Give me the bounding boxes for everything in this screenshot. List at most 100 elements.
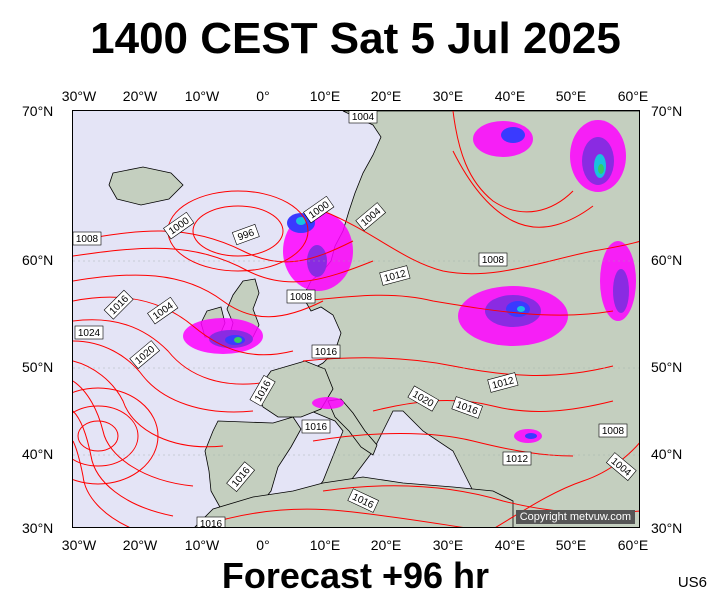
iceland-landmass (108, 166, 184, 206)
lon-label-bottom: 40°E (494, 537, 526, 553)
isobar-label-box (311, 344, 341, 359)
precip-patch (501, 127, 525, 143)
isobar-line (73, 319, 274, 385)
forecast-label: Forecast +96 hr (221, 555, 490, 596)
isobar-label: 1016 (305, 422, 328, 433)
isobar-line (452, 111, 574, 213)
isobar-label-box (163, 211, 195, 240)
isobar-label-box (451, 396, 483, 419)
isobar-line (77, 420, 119, 452)
lon-label-bottom: 30°E (432, 537, 464, 553)
lon-label-bottom: 60°E (617, 537, 649, 553)
isobar-line (73, 296, 294, 356)
precipitation-layer (183, 120, 636, 443)
isobar-label-box (379, 265, 411, 286)
lat-label-left: 70°N (22, 103, 54, 119)
lat-label-left: 30°N (22, 520, 54, 536)
lon-label-top: 10°E (309, 88, 341, 104)
isobar-label: 1016 (315, 347, 338, 358)
isobar-label-box (73, 231, 102, 246)
isobar-label-box (502, 451, 532, 466)
isobar-label-box (348, 111, 378, 124)
isobar-line (372, 400, 614, 412)
isobar-line (452, 150, 594, 228)
lat-label-right: 30°N (651, 520, 683, 536)
isobar-line (322, 210, 639, 275)
isobar-label-box (129, 340, 161, 370)
isobar-label-box (478, 252, 508, 267)
isobar-label-box (286, 289, 316, 304)
lon-label-top: 30°W (61, 88, 97, 104)
isobar-label-box (226, 461, 256, 493)
isobar-line (197, 508, 464, 527)
map-title: 1400 CEST Sat 5 Jul 2025 (90, 14, 621, 63)
lat-label-left: 40°N (22, 446, 54, 462)
isobar-line (73, 440, 130, 527)
isobar-label: 1008 (482, 255, 505, 266)
isobar-label-box (231, 223, 260, 246)
isobar-line (73, 387, 159, 485)
isobar-line (73, 274, 324, 318)
isobar-line (302, 357, 614, 376)
isobar-label: 1008 (290, 292, 313, 303)
lon-label-top: 50°E (555, 88, 587, 104)
lat-label-left: 60°N (22, 252, 54, 268)
isobar-label: 1008 (76, 234, 99, 245)
isobar-line (73, 340, 254, 413)
isobar-label-box (347, 488, 380, 513)
isobar-line (73, 380, 194, 487)
isobar-label: 1008 (602, 426, 625, 437)
isobar-label-box (74, 325, 104, 340)
precip-patch (312, 397, 344, 409)
italy-landmass (327, 398, 378, 456)
precip-patch (517, 306, 525, 312)
lon-label-bottom: 50°E (555, 537, 587, 553)
lat-label-right: 40°N (651, 446, 683, 462)
lon-label-bottom: 20°E (370, 537, 402, 553)
precip-patch (525, 433, 537, 439)
isobar-label-box (598, 423, 628, 438)
lat-label-right: 70°N (651, 103, 683, 119)
isobar-label-box (249, 374, 276, 407)
lon-label-bottom: 0° (256, 537, 270, 553)
precip-patch (296, 217, 306, 225)
lat-label-left: 50°N (22, 359, 54, 375)
lon-label-top: 40°E (494, 88, 526, 104)
lon-label-top: 20°E (370, 88, 402, 104)
isobar-layer (73, 111, 639, 527)
isobar-label: 1012 (506, 454, 529, 465)
lon-label-bottom: 20°W (122, 537, 158, 553)
isobar-label: 1004 (352, 112, 375, 123)
isobar-label-box (301, 419, 331, 434)
isobar-label-box (355, 202, 387, 232)
precip-patch (307, 245, 327, 277)
lon-label-top: 60°E (617, 88, 649, 104)
lon-label-top: 30°E (432, 88, 464, 104)
lat-label-right: 50°N (651, 359, 683, 375)
isobar-label-box (487, 372, 519, 393)
region-code: US6 (677, 574, 707, 591)
lon-label-top: 0° (256, 88, 270, 104)
lon-label-top: 10°W (184, 88, 220, 104)
precip-patch (598, 164, 604, 174)
copyright-notice: Copyright metvuw.com (515, 510, 635, 524)
lon-label-bottom: 30°W (61, 537, 97, 553)
isobar-line (73, 405, 139, 467)
precip-patch (234, 337, 242, 343)
isobar-line (192, 205, 284, 257)
weather-map: 1004 1000 996 1004 1012 1008 1016 1004 1… (72, 110, 640, 528)
precip-patch (613, 269, 629, 313)
isobar-label-box (147, 296, 179, 325)
lon-label-bottom: 10°W (184, 537, 220, 553)
lon-label-top: 20°W (122, 88, 158, 104)
isobar-label: 1024 (78, 328, 101, 339)
isobar-label-box (196, 516, 226, 527)
isobar-line (302, 294, 614, 316)
lat-label-right: 60°N (651, 252, 683, 268)
isobar-label-box (605, 452, 637, 482)
isobar-label-box (103, 289, 134, 320)
isobar-line (73, 230, 354, 263)
isobar-label-box (407, 385, 440, 412)
isobar-line (73, 360, 224, 448)
isobar-line (312, 433, 574, 457)
